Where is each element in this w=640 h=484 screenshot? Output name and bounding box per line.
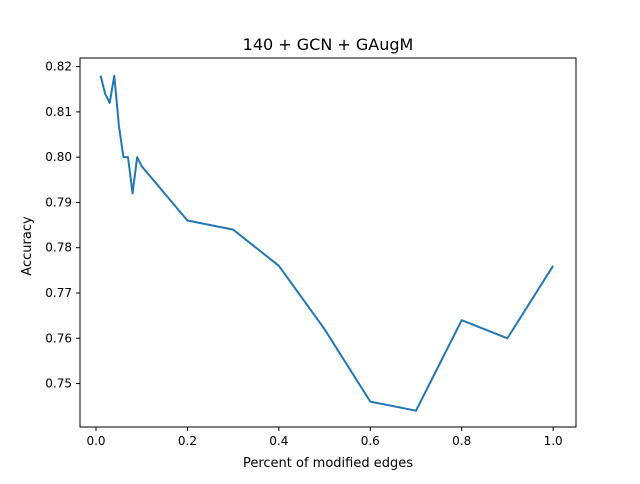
x-tick-label: 0.2: [178, 434, 197, 448]
x-tick-label: 0.4: [269, 434, 288, 448]
series-line-0: [99, 74, 554, 412]
y-tick-label: 0.81: [45, 105, 72, 119]
y-tick-label: 0.75: [45, 377, 72, 391]
y-tick-label: 0.77: [45, 286, 72, 300]
y-tick-label: 0.78: [45, 241, 72, 255]
axes-frame: [79, 57, 577, 428]
y-tick-label: 0.76: [45, 331, 72, 345]
x-axis-label: Percent of modified edges: [243, 456, 413, 471]
y-axis-label: Accuracy: [20, 216, 35, 276]
y-tick-label: 0.79: [45, 195, 72, 209]
y-tick-label: 0.80: [45, 150, 72, 164]
x-tick-label: 1.0: [544, 434, 563, 448]
x-tick-label: 0.0: [86, 434, 105, 448]
x-tick-label: 0.8: [452, 434, 471, 448]
plot-area: 0.0 0.2 0.4 0.6 0.8 1.0 0.75 0.76 0.77 0.78 0.79 0.…: [45, 57, 577, 448]
x-tick-label: 0.6: [361, 434, 380, 448]
chart-title: 140 + GCN + GAugM: [243, 35, 414, 54]
y-tick-label: 0.82: [45, 60, 72, 74]
